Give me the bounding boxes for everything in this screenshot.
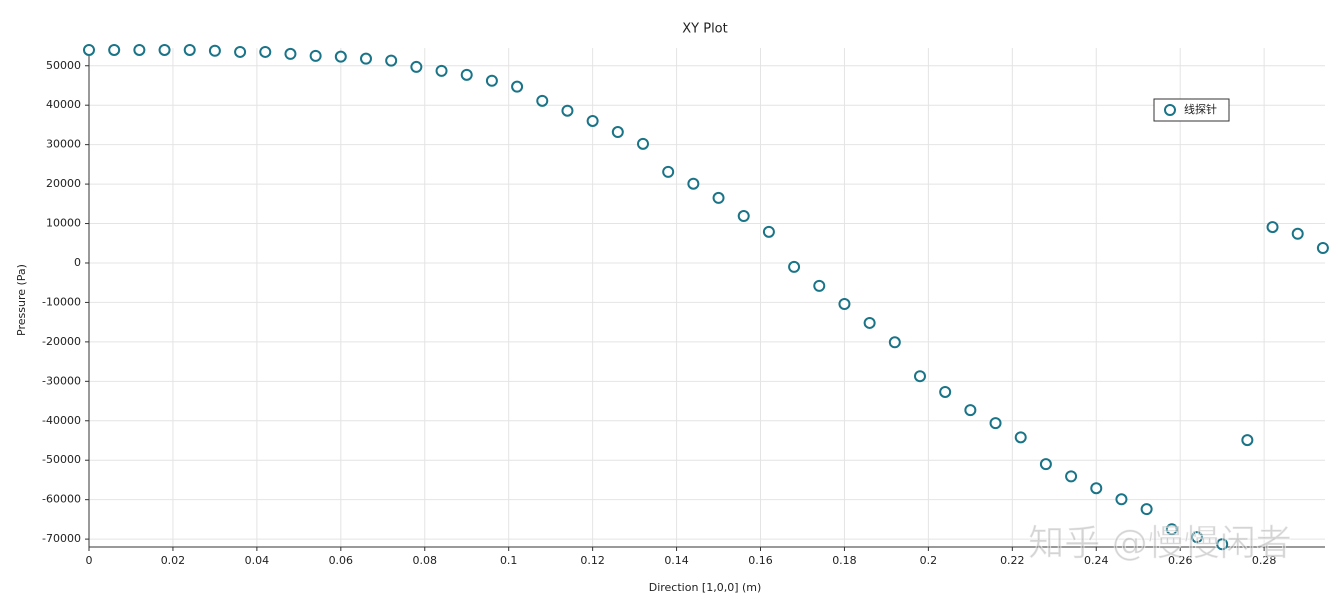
point (460, 68, 473, 81)
y-axis-label: Pressure (Pa) (15, 264, 28, 336)
point (234, 45, 247, 58)
legend: 线探针 (1153, 98, 1230, 122)
point (334, 50, 347, 63)
point (1039, 458, 1052, 471)
y-tick-label: -60000 (42, 493, 81, 506)
point (1316, 241, 1329, 254)
grid: -70000 -60000 -50000 -40000 -30000 -20000 -100… (42, 48, 1325, 567)
point (284, 47, 297, 60)
point (259, 45, 272, 58)
point (561, 104, 574, 117)
point (158, 43, 171, 56)
point (636, 137, 649, 150)
x-tick-label: 0.24 (1084, 554, 1109, 567)
x-tick-label: 0.1 (500, 554, 518, 567)
point (536, 94, 549, 107)
point (208, 44, 221, 57)
x-tick-label: 0.28 (1252, 554, 1277, 567)
point (1115, 493, 1128, 506)
point (1190, 531, 1203, 544)
y-tick-label: 30000 (46, 138, 81, 151)
point (712, 191, 725, 204)
point (1241, 434, 1254, 447)
y-tick-label: -10000 (42, 295, 81, 308)
chart-title: XY Plot (682, 22, 727, 37)
x-axis-label: Direction [1,0,0] (m) (649, 581, 762, 594)
x-tick-label: 0.16 (748, 554, 773, 567)
point (939, 385, 952, 398)
x-tick-label: 0.14 (664, 554, 689, 567)
point (1266, 221, 1279, 234)
y-tick-label: -40000 (42, 414, 81, 427)
y-tick-label: 40000 (46, 98, 81, 111)
legend-marker (1164, 104, 1176, 116)
y-tick-label: 10000 (46, 217, 81, 230)
point (762, 225, 775, 238)
point (863, 316, 876, 329)
legend-box (1153, 98, 1230, 122)
point (133, 43, 146, 56)
y-tick-label: 50000 (46, 59, 81, 72)
legend-label: 线探针 (1184, 102, 1217, 116)
point (813, 279, 826, 292)
x-tick-label: 0.12 (580, 554, 605, 567)
point (662, 165, 675, 178)
point (586, 114, 599, 127)
point (359, 52, 372, 65)
point (888, 336, 901, 349)
point (838, 298, 851, 311)
y-tick-label: 0 (74, 256, 81, 269)
y-tick-label: -70000 (42, 532, 81, 545)
x-tick-label: 0.22 (1000, 554, 1025, 567)
x-tick-label: 0 (86, 554, 93, 567)
x-tick-label: 0.02 (161, 554, 186, 567)
x-tick-label: 0.06 (329, 554, 354, 567)
y-tick-label: -50000 (42, 453, 81, 466)
point (435, 64, 448, 77)
x-tick-label: 0.2 (920, 554, 938, 567)
point (989, 417, 1002, 430)
point (964, 404, 977, 417)
point (1140, 503, 1153, 516)
point (687, 177, 700, 190)
point (1291, 227, 1304, 240)
point (1216, 538, 1229, 551)
point (737, 210, 750, 223)
x-tick-label: 0.08 (413, 554, 438, 567)
point (1090, 482, 1103, 495)
point (385, 54, 398, 67)
plot-area (83, 43, 1329, 551)
point (788, 260, 801, 273)
point (1014, 431, 1027, 444)
watermark: 知乎 @慢慢闲者 (1028, 523, 1291, 564)
point (83, 43, 95, 56)
y-tick-label: -20000 (42, 335, 81, 348)
x-tick-label: 0.26 (1168, 554, 1193, 567)
y-tick-label: 20000 (46, 177, 81, 190)
point (410, 60, 423, 73)
x-tick-label: 0.04 (245, 554, 270, 567)
point (309, 49, 322, 62)
point (511, 80, 524, 93)
y-tick-label: -30000 (42, 374, 81, 387)
point (183, 43, 196, 56)
point (913, 370, 926, 383)
point (108, 43, 121, 56)
x-tick-label: 0.18 (832, 554, 857, 567)
point (1165, 523, 1178, 536)
point (611, 126, 624, 139)
point (485, 74, 498, 87)
point (1065, 470, 1078, 483)
